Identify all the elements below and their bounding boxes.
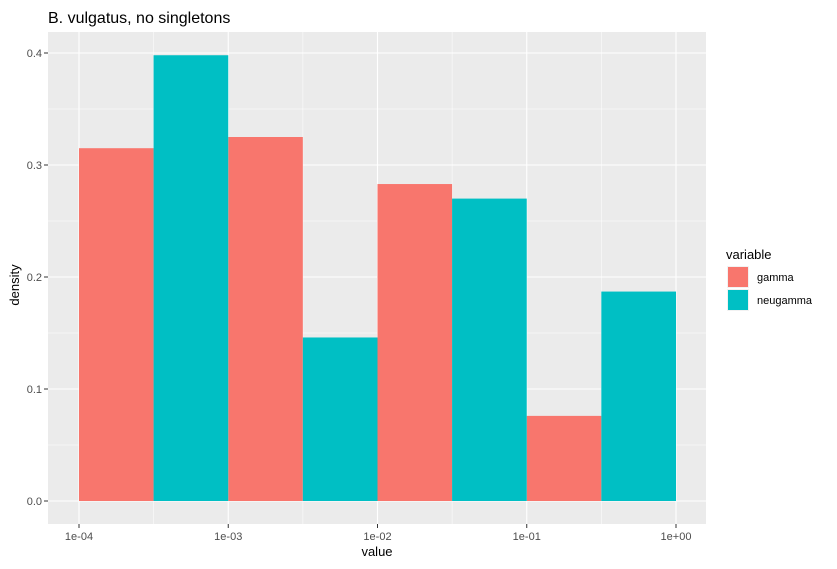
y-axis: 0.0 0.1 0.2 0.3 0.4 <box>27 48 48 508</box>
bar-gamma <box>228 137 303 501</box>
x-axis-title: value <box>361 544 392 559</box>
bar-neugamma <box>302 337 378 501</box>
chart-title: B. vulgatus, no singletons <box>48 10 230 27</box>
legend-swatch-gamma <box>728 267 748 287</box>
bar-gamma <box>377 184 453 502</box>
x-tick-label: 1e-04 <box>65 531 93 543</box>
bar-neugamma <box>153 55 229 502</box>
y-axis-title: density <box>7 264 22 306</box>
bar-gamma <box>526 415 602 501</box>
y-tick-label: 0.2 <box>27 272 42 284</box>
x-tick-label: 1e-03 <box>214 531 242 543</box>
y-tick-label: 0.0 <box>27 496 42 508</box>
bar-neugamma <box>601 291 676 501</box>
legend: variable gamma neugamma <box>726 247 813 311</box>
legend-swatch-neugamma <box>728 290 748 310</box>
legend-label-neugamma: neugamma <box>757 295 813 307</box>
legend-title: variable <box>726 247 772 262</box>
y-tick-label: 0.1 <box>27 384 42 396</box>
y-tick-label: 0.3 <box>27 160 42 172</box>
x-axis: 1e-04 1e-03 1e-02 1e-01 1e+00 <box>65 524 692 543</box>
x-tick-label: 1e+00 <box>661 531 692 543</box>
x-tick-label: 1e-01 <box>513 531 541 543</box>
bar-neugamma <box>452 198 527 501</box>
y-tick-label: 0.4 <box>27 48 42 60</box>
bars <box>79 55 676 502</box>
x-tick-label: 1e-02 <box>363 531 391 543</box>
legend-label-gamma: gamma <box>757 272 795 284</box>
bar-gamma <box>79 148 154 501</box>
